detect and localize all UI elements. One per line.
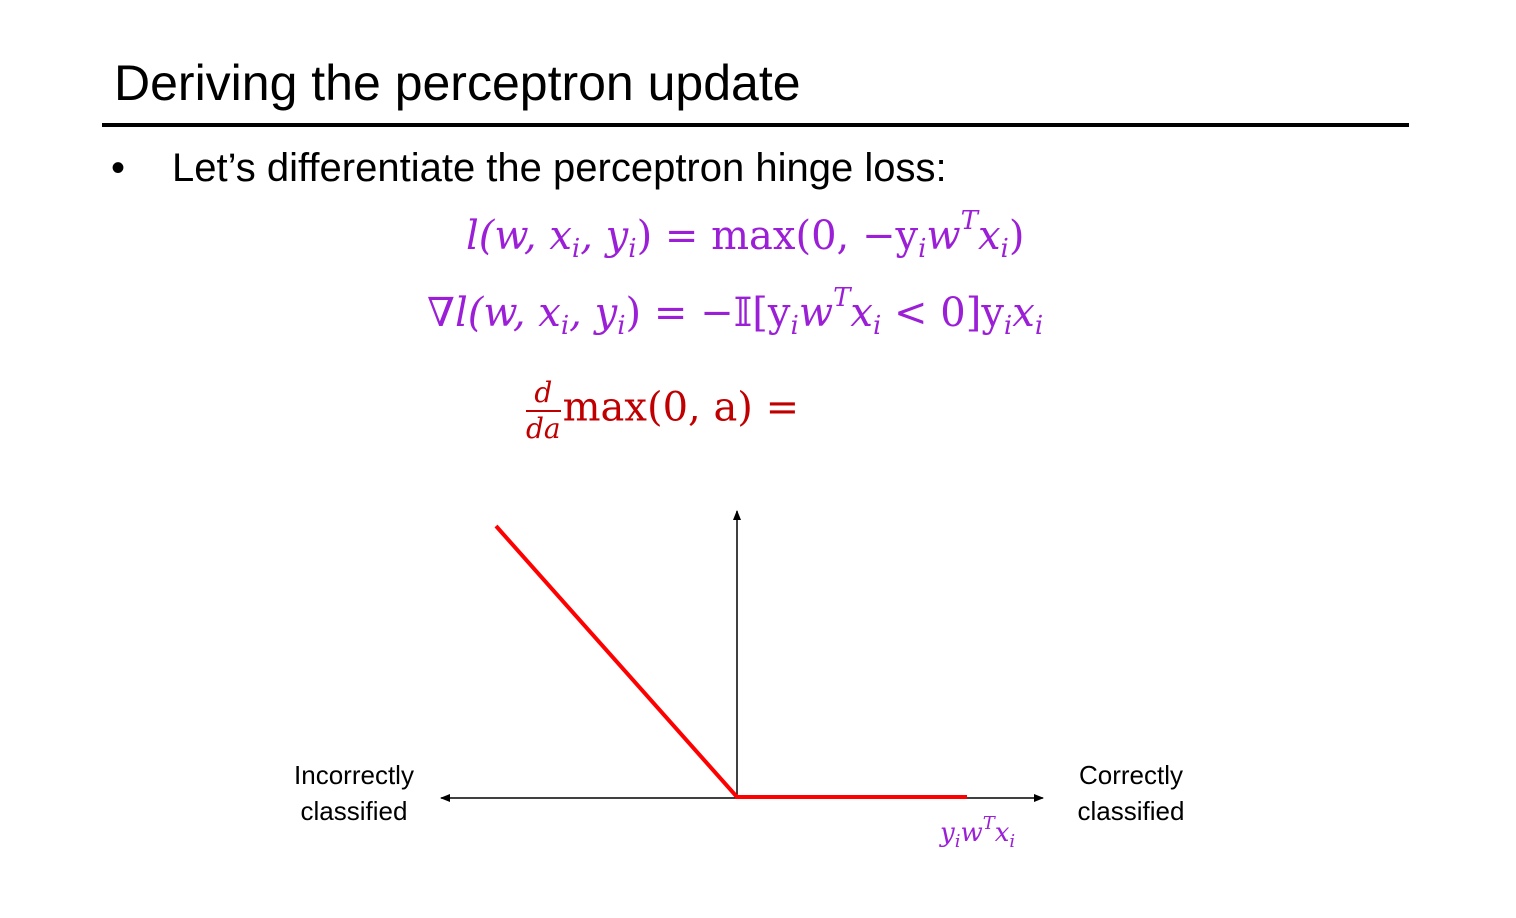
axis-y: y — [940, 818, 955, 848]
x-axis-label: yiwTxi — [940, 815, 1015, 851]
grad-lhs-mid: , y — [569, 290, 618, 336]
loss-sub: i — [571, 234, 581, 264]
grad-sub: i — [617, 311, 626, 341]
right-label-line2: classified — [1077, 796, 1185, 826]
grad-sup: T — [833, 283, 851, 313]
grad-x: x — [850, 290, 873, 336]
left-label-line1: Incorrectly — [294, 760, 414, 790]
hinge-curve — [494, 524, 967, 799]
loss-w: w — [926, 213, 961, 259]
derivative-equation: d da max(0, a) = — [526, 376, 799, 445]
axis-sub: i — [1009, 831, 1016, 852]
slide-title: Deriving the perceptron update — [114, 55, 801, 111]
right-label-line1: Correctly — [1078, 760, 1183, 790]
grad-rhs-open: ) = −𝕀[y — [625, 290, 791, 336]
grad-sub: i — [872, 311, 882, 341]
nabla-symbol: ∇ — [427, 290, 455, 336]
fraction-numerator: d — [526, 376, 561, 412]
grad-lt: < 0]y — [881, 290, 1004, 336]
loss-close: ) — [1008, 213, 1025, 259]
grad-sub: i — [1034, 311, 1044, 341]
loss-sup: T — [960, 206, 978, 236]
loss-equation: l(w, xi, yi) = max(0, −yiwTxi) — [466, 208, 1025, 262]
grad-sub: i — [560, 311, 570, 341]
bullet-text: Let’s differentiate the perceptron hinge… — [172, 146, 947, 190]
loss-sub: i — [918, 234, 927, 264]
grad-x2: x — [1012, 290, 1035, 336]
gradient-equation: ∇l(w, xi, yi) = −𝕀[yiwTxi < 0]yixi — [427, 285, 1043, 339]
axis-w: w — [960, 818, 983, 848]
loss-x: x — [977, 213, 1001, 259]
derivative-body: max(0, a) = — [562, 384, 800, 431]
loss-lhs-mid: , y — [580, 213, 629, 259]
grad-lhs: l(w, x — [454, 290, 561, 336]
loss-sub: i — [628, 234, 637, 264]
axis-sup: T — [982, 813, 995, 834]
grad-sub: i — [1003, 311, 1013, 341]
fraction-denominator: da — [526, 411, 561, 445]
incorrectly-classified-label: Incorrectly classified — [270, 757, 438, 829]
grad-sub: i — [790, 311, 799, 341]
derivative-fraction: d da — [526, 376, 561, 445]
left-label-line2: classified — [300, 796, 408, 826]
correctly-classified-label: Correctly classified — [1050, 757, 1212, 829]
title-underline — [102, 123, 1409, 127]
grad-w: w — [798, 290, 834, 336]
bullet-marker: • — [111, 146, 126, 190]
loss-sub: i — [1000, 234, 1009, 264]
loss-rhs-open: ) = max(0, −y — [636, 213, 919, 259]
axis-sub: i — [954, 831, 961, 852]
axis-x: x — [994, 818, 1010, 848]
loss-lhs: l(w, x — [466, 213, 572, 259]
